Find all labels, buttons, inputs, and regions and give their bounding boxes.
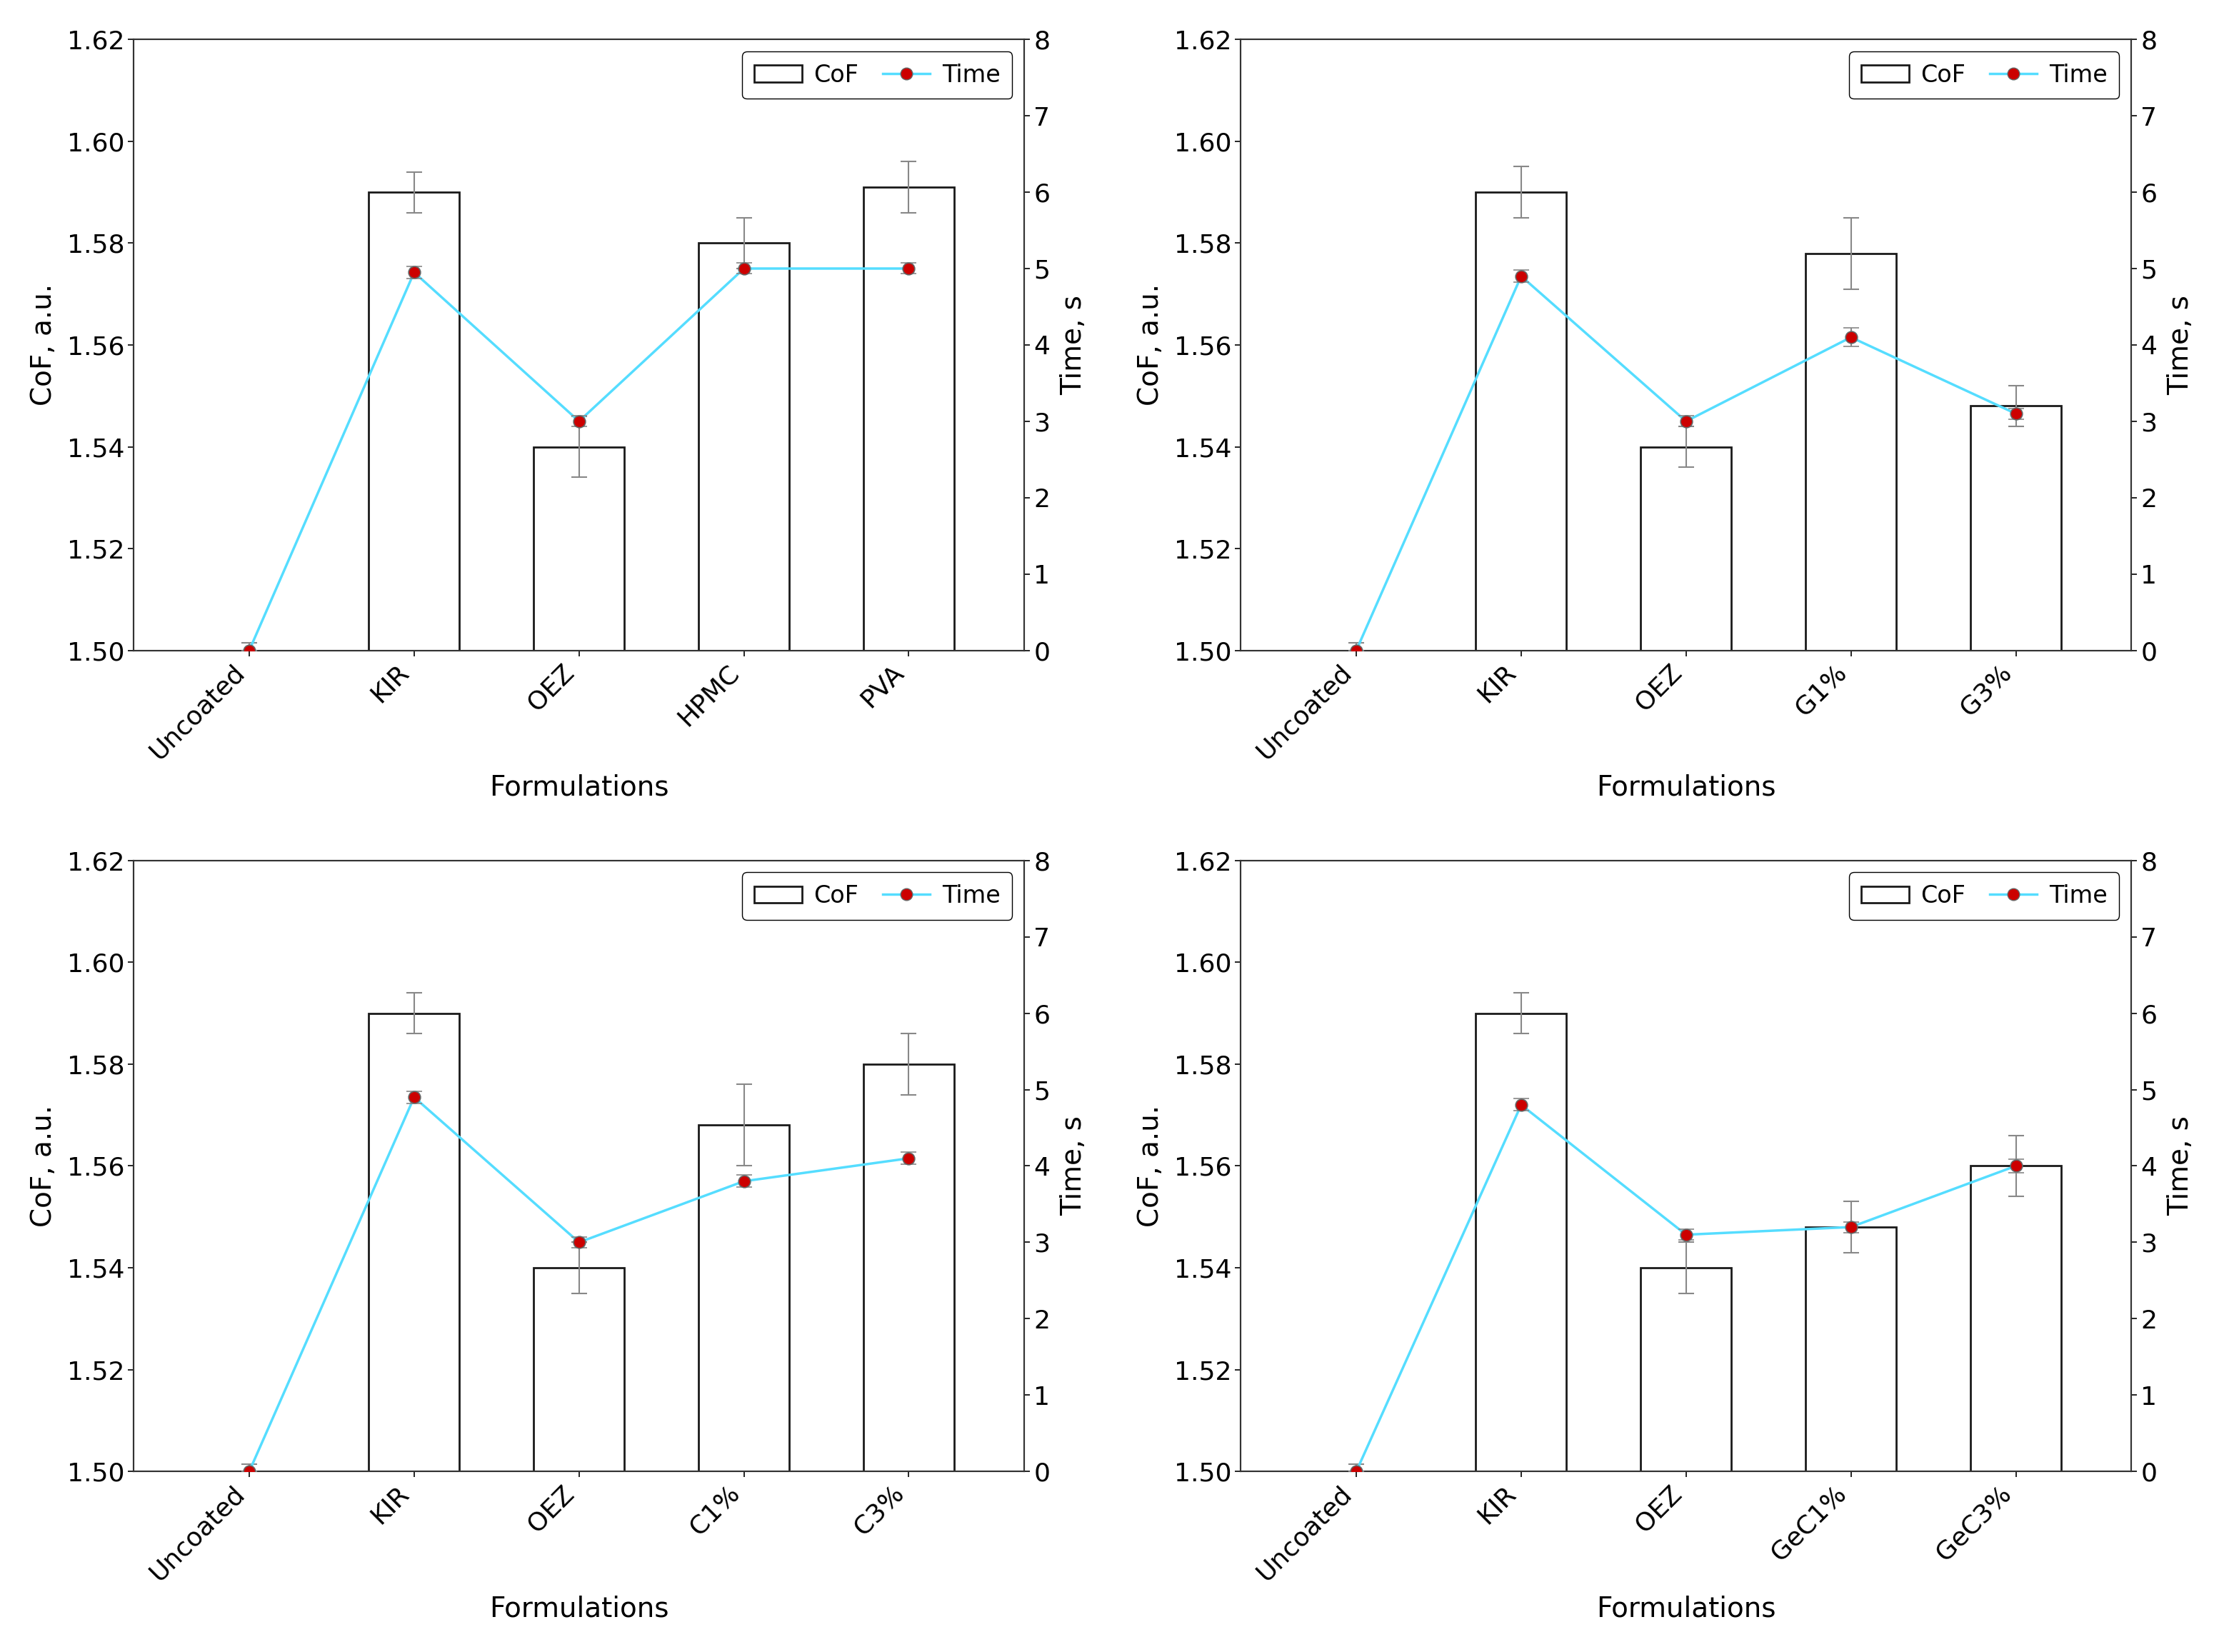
X-axis label: Formulations: Formulations xyxy=(1597,775,1775,801)
Bar xyxy=(1806,1227,1897,1472)
Bar xyxy=(863,1064,954,1472)
Bar xyxy=(534,446,625,651)
Bar xyxy=(369,1013,460,1472)
Legend: CoF, Time: CoF, Time xyxy=(1850,872,2119,920)
Y-axis label: CoF, a.u.: CoF, a.u. xyxy=(29,1105,58,1227)
Legend: CoF, Time: CoF, Time xyxy=(743,51,1012,99)
Bar xyxy=(1970,1166,2062,1472)
Bar xyxy=(1477,192,1566,651)
Y-axis label: CoF, a.u.: CoF, a.u. xyxy=(29,284,58,406)
Legend: CoF, Time: CoF, Time xyxy=(1850,51,2119,99)
X-axis label: Formulations: Formulations xyxy=(489,1596,669,1622)
X-axis label: Formulations: Formulations xyxy=(1597,1596,1775,1622)
Y-axis label: Time, s: Time, s xyxy=(1061,296,1088,395)
Bar xyxy=(1641,1267,1732,1472)
Bar xyxy=(1806,253,1897,651)
Bar xyxy=(369,192,460,651)
Bar xyxy=(863,187,954,651)
Y-axis label: Time, s: Time, s xyxy=(2166,1117,2195,1216)
Y-axis label: CoF, a.u.: CoF, a.u. xyxy=(1136,284,1163,406)
Y-axis label: Time, s: Time, s xyxy=(1061,1117,1088,1216)
Legend: CoF, Time: CoF, Time xyxy=(743,872,1012,920)
Bar xyxy=(1477,1013,1566,1472)
Bar xyxy=(698,1125,790,1472)
Y-axis label: Time, s: Time, s xyxy=(2166,296,2195,395)
X-axis label: Formulations: Formulations xyxy=(489,775,669,801)
Bar xyxy=(1970,406,2062,651)
Y-axis label: CoF, a.u.: CoF, a.u. xyxy=(1136,1105,1163,1227)
Bar xyxy=(534,1267,625,1472)
Bar xyxy=(698,243,790,651)
Bar xyxy=(1641,446,1732,651)
